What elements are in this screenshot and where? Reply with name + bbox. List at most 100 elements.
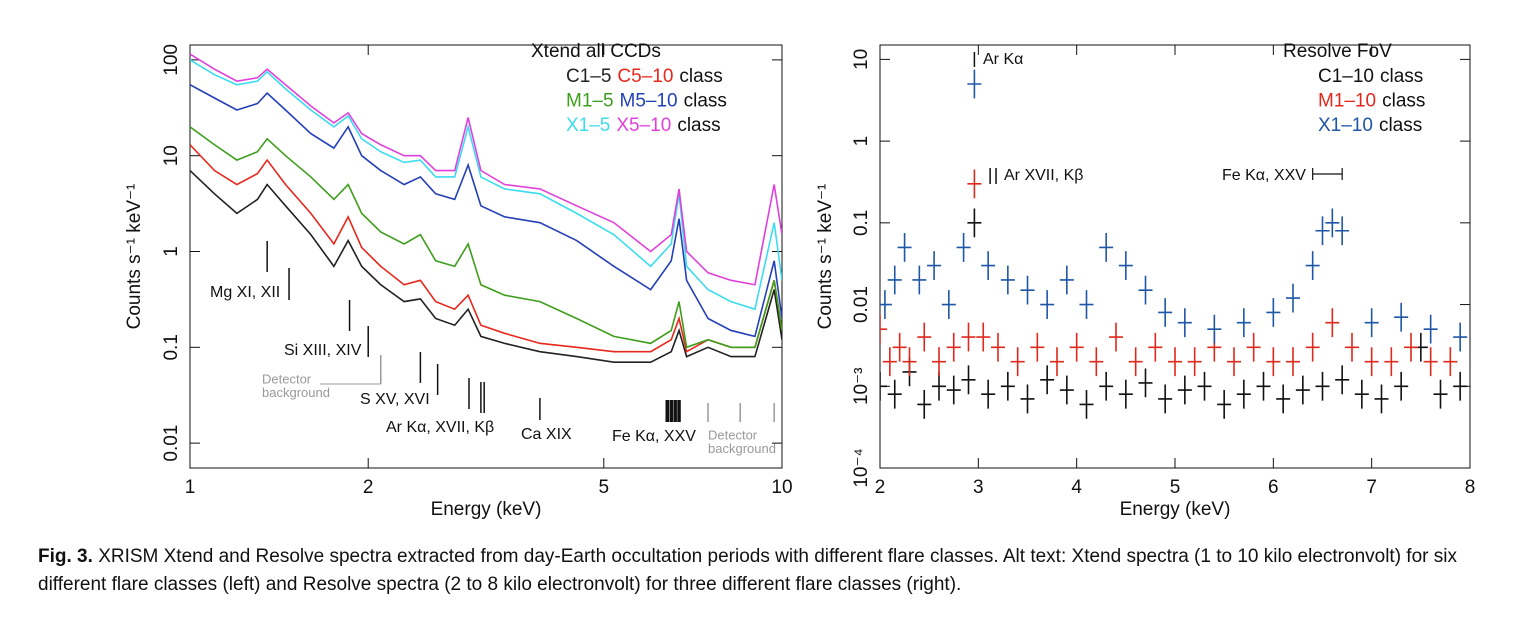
legend-entry: X5–10 [616, 115, 671, 136]
annotation-label: Ca XIX [521, 426, 572, 443]
legend-suffix: class [1380, 66, 1423, 87]
data-point [1394, 371, 1409, 401]
y-tick-label: 0.01 [161, 425, 182, 462]
data-point [1266, 298, 1281, 327]
data-point [892, 332, 907, 362]
data-point [917, 390, 932, 419]
y-tick-label: 10⁻⁴ [851, 448, 872, 487]
data-point [1305, 332, 1320, 362]
data-point [1286, 347, 1300, 377]
caption-label: Fig. 3. [38, 546, 93, 567]
data-point [1010, 347, 1025, 377]
data-point [991, 332, 1005, 362]
data-point [1099, 371, 1114, 401]
legend-row: M1–5 M5–10 class [566, 91, 727, 112]
annotation-label: Mg XI, XII [210, 284, 280, 301]
data-point [1364, 347, 1379, 377]
data-point [1158, 298, 1173, 327]
legend-title: Resolve FoV [1283, 41, 1392, 62]
data-point [1345, 332, 1359, 362]
data-point [932, 371, 946, 401]
data-point [1000, 371, 1015, 401]
data-point [1266, 347, 1281, 377]
legend-row: M1–10 class [1318, 91, 1425, 112]
y-tick-label: 10⁻³ [851, 368, 872, 406]
data-point [1246, 332, 1261, 362]
x-tick-label: 10 [771, 477, 792, 498]
data-point [1404, 332, 1418, 362]
y-axis-label: Counts s⁻¹ keV⁻¹ [815, 184, 836, 330]
data-point [976, 322, 991, 352]
data-point [1187, 347, 1202, 377]
legend-suffix: class [1379, 115, 1422, 136]
legend-entry: M1–10 [1318, 91, 1376, 112]
data-point [1315, 216, 1330, 246]
plot-area [880, 69, 1468, 419]
plot-frame [189, 44, 783, 469]
annotation-label: background [708, 441, 776, 456]
data-point [887, 379, 902, 409]
data-point [981, 379, 996, 409]
legend-suffix: class [679, 66, 722, 87]
y-tick-label: 0.1 [161, 334, 182, 360]
data-point [1158, 384, 1173, 414]
data-point [1236, 308, 1251, 338]
annotation-label: Ar Kα, XVII, Kβ [386, 419, 494, 436]
data-point [1118, 251, 1133, 280]
data-point [946, 332, 961, 362]
data-point [961, 365, 976, 395]
data-point [1030, 332, 1045, 362]
data-point [1433, 379, 1448, 409]
legend-entry: C5–10 [617, 66, 673, 87]
data-point [880, 371, 887, 401]
data-point [1148, 332, 1163, 362]
data-point [1227, 347, 1241, 377]
annotation-label: Fe Kα, XXV [612, 428, 696, 445]
annotation-label: Detector [262, 371, 312, 386]
spectrum-line [190, 169, 782, 363]
legend-suffix: class [1382, 91, 1425, 112]
data-point [1177, 308, 1192, 338]
data-point [887, 265, 902, 295]
annotation-label: Fe Kα, XXV [1222, 167, 1306, 184]
annotation-label: background [262, 385, 330, 400]
spectrum-line [190, 84, 782, 338]
annotation-label: Ar XVII, Kβ [1004, 167, 1083, 184]
x-tick-label: 6 [1268, 477, 1279, 498]
data-point [1020, 275, 1035, 305]
data-point [1384, 347, 1399, 377]
data-point [1050, 347, 1064, 377]
data-point [1059, 375, 1074, 405]
data-point [1325, 308, 1340, 338]
y-tick-label: 10 [851, 49, 872, 70]
y-tick-label: 10 [161, 145, 182, 166]
data-point [956, 233, 971, 262]
spectrum-line [190, 59, 782, 311]
data-point [882, 347, 897, 377]
x-tick-label: 5 [1170, 477, 1181, 498]
data-point [1099, 233, 1114, 262]
data-point [1315, 371, 1330, 401]
data-point [1217, 390, 1232, 419]
annotation-label: Si XIII, XIV [284, 342, 362, 359]
data-point [1000, 265, 1015, 295]
data-point [1374, 384, 1389, 414]
x-tick-label: 2 [875, 477, 886, 498]
spectrum-line [190, 126, 782, 349]
figure: 1 2 5 10 0.01 0.1 1 10 100 Energy (keV) Counts s⁻¹… [124, 41, 1475, 520]
legend-entry: M1–5 [566, 91, 614, 112]
spectrum-line [190, 144, 782, 353]
data-point [1197, 371, 1212, 401]
data-point [1059, 265, 1074, 295]
data-point [1335, 216, 1350, 246]
data-point [880, 290, 892, 319]
legend-suffix: class [684, 91, 727, 112]
legend-entry: M5–10 [620, 91, 678, 112]
x-tick-label: 2 [363, 477, 374, 498]
legend-suffix: class [677, 115, 720, 136]
annotation-label: Detector [708, 427, 758, 442]
data-point [1335, 365, 1350, 395]
x-tick-label: 7 [1366, 477, 1377, 498]
x-tick-label: 4 [1071, 477, 1082, 498]
data-point [1443, 347, 1458, 377]
